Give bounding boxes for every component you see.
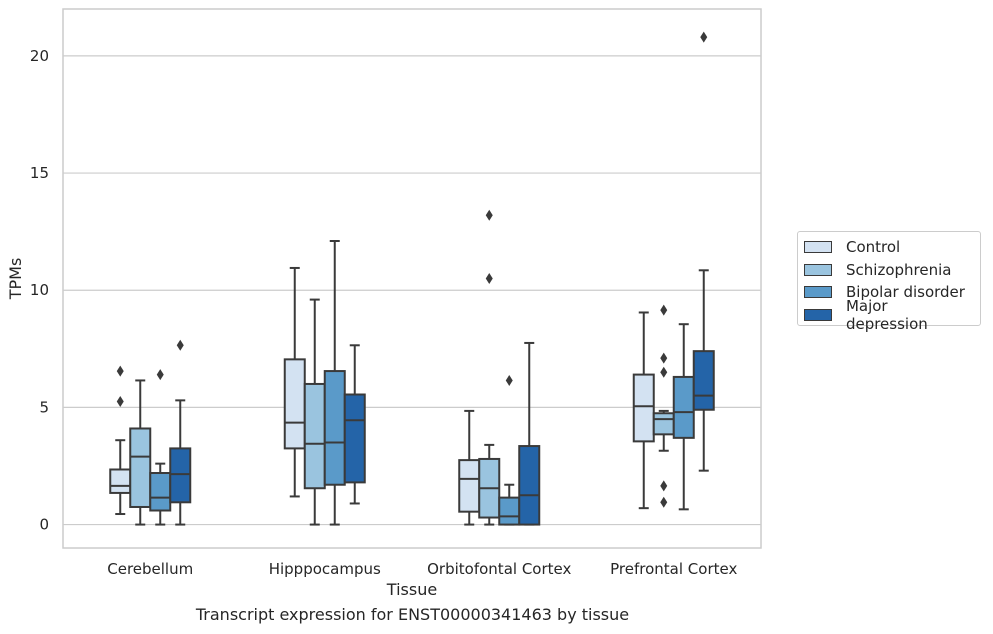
box xyxy=(169,447,192,504)
box xyxy=(343,393,366,484)
y-tick-label: 0 xyxy=(39,516,49,534)
y-tick-label: 10 xyxy=(30,281,49,299)
outlier-point xyxy=(505,374,513,386)
legend-item: Major depression xyxy=(804,297,974,333)
box xyxy=(303,382,326,490)
outlier-point xyxy=(660,304,668,316)
x-tick-label: Orbitofontal Cortex xyxy=(427,560,571,578)
box xyxy=(458,459,481,513)
x-axis-label: Tissue xyxy=(386,580,437,599)
y-tick-label: 5 xyxy=(39,398,49,416)
box xyxy=(149,472,172,512)
outlier-point xyxy=(116,396,124,408)
x-tick-label: Cerebellum xyxy=(107,560,193,578)
legend-label: Bipolar disorder xyxy=(846,283,965,302)
box xyxy=(692,350,715,411)
legend-item: Bipolar disorder xyxy=(804,281,974,304)
y-tick-label: 15 xyxy=(30,164,49,182)
legend-swatch xyxy=(804,308,832,321)
chart-caption: Transcript expression for ENST0000034146… xyxy=(195,605,630,624)
box xyxy=(498,496,521,526)
legend-swatch xyxy=(804,263,832,276)
legend-swatch xyxy=(804,241,832,254)
box xyxy=(632,373,655,443)
outlier-point xyxy=(485,273,493,284)
legend-swatch xyxy=(804,286,832,299)
outlier-point xyxy=(660,352,668,364)
box xyxy=(518,445,541,526)
box xyxy=(283,358,306,450)
box xyxy=(652,412,675,436)
legend-label: Schizophrenia xyxy=(846,260,952,279)
y-axis-label: TPMs xyxy=(6,258,25,301)
legend-item: Control xyxy=(804,236,974,259)
y-tick-label: 20 xyxy=(30,47,49,65)
box xyxy=(109,468,132,494)
outlier-point xyxy=(660,366,668,378)
outlier-point xyxy=(700,31,708,43)
box xyxy=(672,375,695,439)
legend-label: Control xyxy=(846,238,901,257)
outlier-point xyxy=(660,496,668,508)
legend-item: Schizophrenia xyxy=(804,259,974,282)
legend-label: Major depression xyxy=(845,296,928,333)
plot-border xyxy=(62,8,762,549)
outlier-point xyxy=(176,339,184,351)
box xyxy=(323,370,346,486)
box xyxy=(129,427,152,508)
x-tick-label: Prefrontal Cortex xyxy=(610,560,737,578)
plot-area xyxy=(63,9,761,548)
outlier-point xyxy=(660,480,668,492)
legend: Control Schizophrenia Bipolar disorder Majo… xyxy=(797,231,981,333)
outlier-point xyxy=(485,209,493,221)
x-tick-label: Hipppocampus xyxy=(269,560,381,578)
outlier-point xyxy=(116,365,124,377)
outlier-point xyxy=(156,369,164,381)
